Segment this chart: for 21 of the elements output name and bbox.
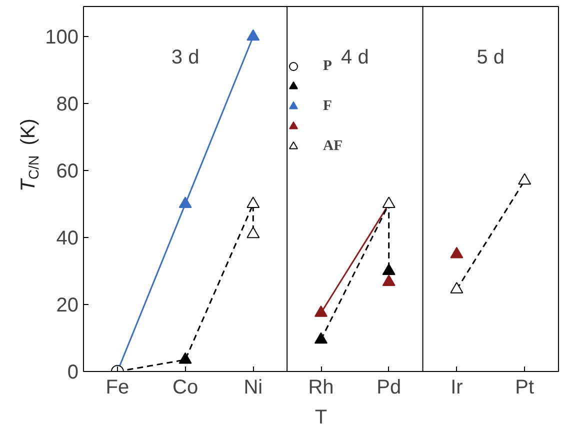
y-tick-label: 60	[56, 160, 79, 183]
y-tick-label: 40	[56, 228, 79, 250]
y-tick-label: 0	[67, 362, 78, 384]
x-tick-label: Ni	[244, 376, 263, 398]
x-axis-title: T	[314, 406, 328, 428]
legend-label: F	[323, 98, 333, 114]
annotation: 3 d	[171, 46, 200, 69]
x-tick-label: Pt	[515, 376, 534, 398]
y-tick-label: 100	[45, 26, 79, 49]
x-tick-label: Fe	[106, 376, 130, 398]
annotation: 5 d	[476, 46, 505, 69]
x-tick-label: Rh	[308, 376, 334, 398]
x-tick-label: Ir	[450, 376, 464, 398]
y-axis-title: TC/N (K)	[18, 118, 42, 192]
y-tick-label: 80	[56, 94, 79, 116]
y-tick-label: 20	[56, 294, 79, 317]
legend-label: P	[323, 58, 333, 74]
x-tick-label: Co	[172, 376, 198, 398]
annotation: 4 d	[341, 46, 369, 69]
x-tick-label: Pd	[376, 376, 402, 398]
legend-label: AF	[323, 138, 343, 154]
